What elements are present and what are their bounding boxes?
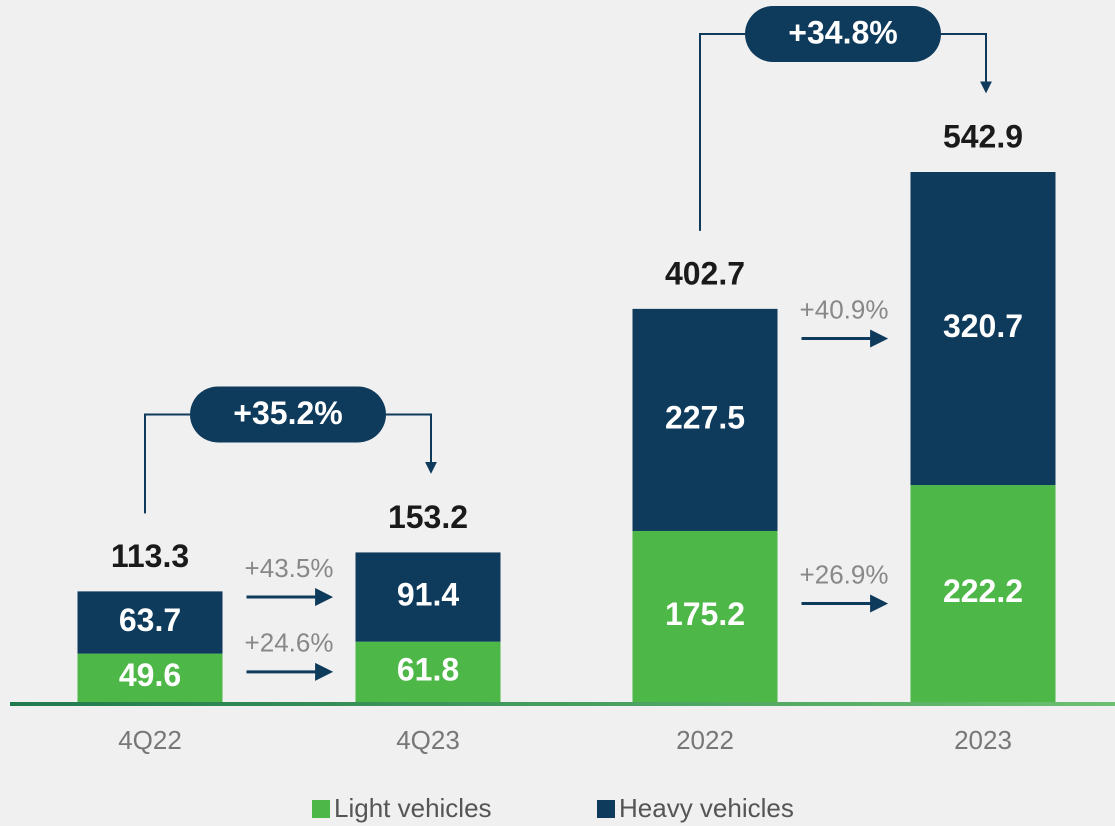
data-label: 320.7 (943, 308, 1023, 344)
bar-segment (355, 641, 501, 702)
connector (386, 413, 437, 474)
data-label: 91.4 (397, 577, 459, 613)
growth-label: +24.6% (245, 628, 334, 658)
legend-label: Light vehicles (334, 793, 492, 823)
x-tick-label: 2022 (676, 725, 734, 755)
data-label: 63.7 (119, 602, 181, 638)
total-label: 542.9 (943, 118, 1023, 154)
connector (941, 33, 992, 94)
bar-segment (77, 591, 223, 654)
growth-bubble-label: +35.2% (233, 395, 342, 431)
data-label: 227.5 (665, 399, 745, 435)
total-label: 113.3 (111, 538, 189, 574)
total-label: 402.7 (665, 255, 745, 291)
growth-label: +26.9% (800, 559, 889, 589)
legend-label: Heavy vehicles (619, 793, 794, 823)
data-label: 222.2 (943, 573, 1023, 609)
x-tick-label: 4Q22 (118, 725, 182, 755)
legend-swatch (597, 800, 615, 818)
bar-segment (910, 485, 1056, 702)
growth-bubble (745, 6, 941, 62)
data-label: 61.8 (397, 651, 459, 687)
legend-swatch (312, 800, 330, 818)
x-tick-label: 4Q23 (396, 725, 460, 755)
bar-segment (77, 653, 223, 702)
data-label: 49.6 (119, 657, 181, 693)
bar-segment (355, 552, 501, 642)
x-tick-label: 2023 (954, 725, 1012, 755)
baseline (10, 702, 1115, 706)
connector (144, 413, 190, 514)
growth-label: +43.5% (245, 553, 334, 583)
data-label: 175.2 (665, 596, 745, 632)
growth-bubble (190, 386, 386, 443)
growth-bubble-label: +34.8% (788, 14, 897, 50)
bar-segment (632, 308, 778, 531)
bar-segment (632, 530, 778, 702)
connector (699, 33, 745, 231)
total-label: 153.2 (388, 499, 468, 535)
bar-segment (910, 172, 1056, 486)
growth-label: +40.9% (800, 294, 889, 324)
